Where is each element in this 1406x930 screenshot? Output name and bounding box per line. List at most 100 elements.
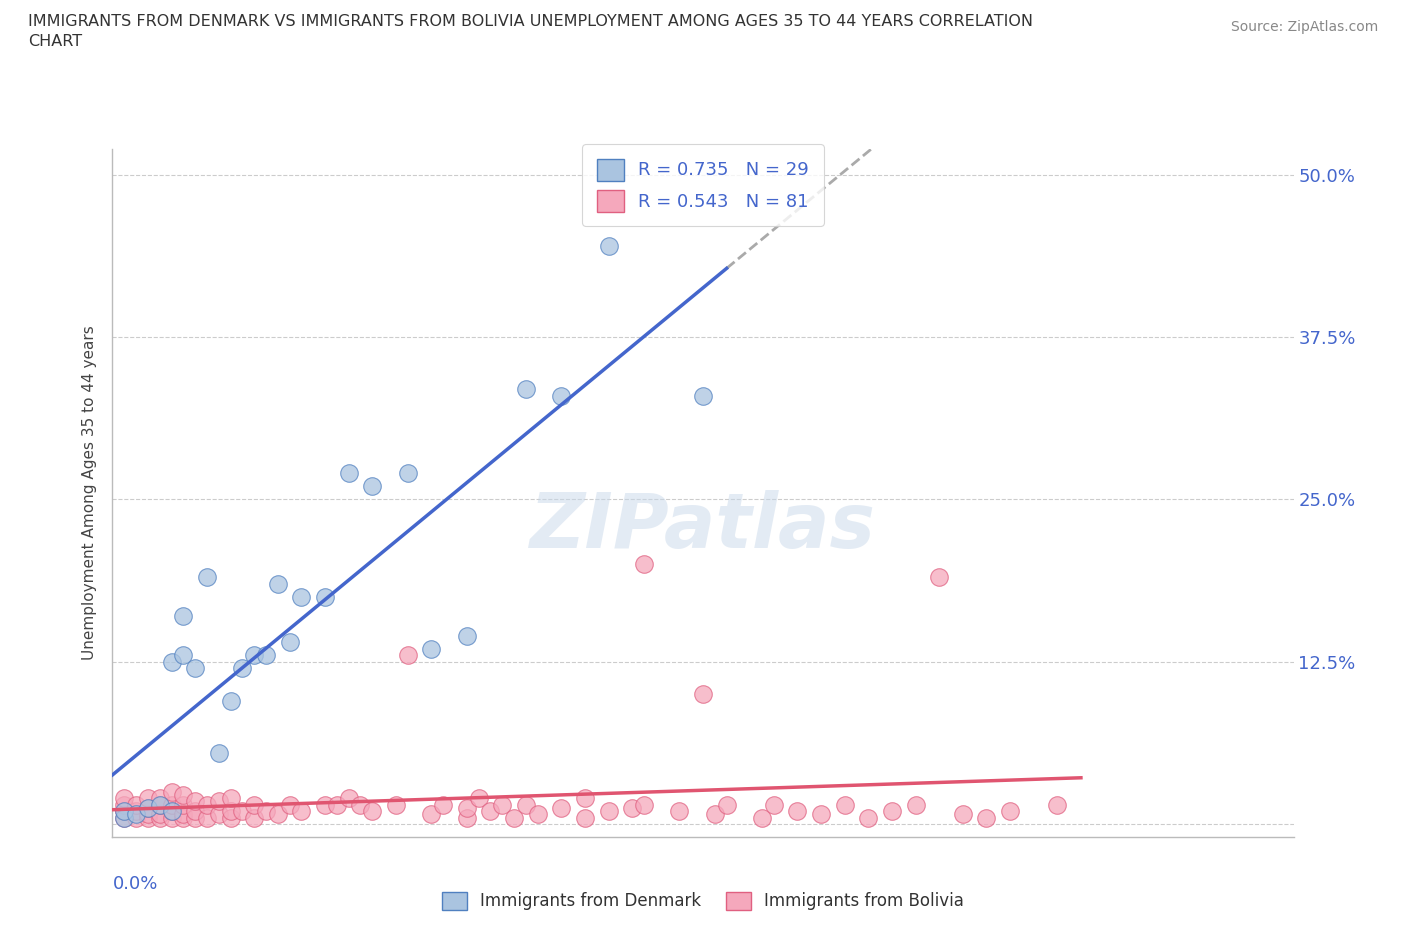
Point — [160, 810, 183, 825]
Point — [467, 790, 489, 805]
Y-axis label: Unemployment Among Ages 35 to 44 years: Unemployment Among Ages 35 to 44 years — [82, 326, 97, 660]
Point — [998, 804, 1021, 818]
Point — [598, 804, 620, 818]
Point — [219, 693, 242, 708]
Point — [208, 745, 231, 760]
Text: ZIPatlas: ZIPatlas — [530, 490, 876, 565]
Point — [858, 810, 880, 825]
Point — [621, 801, 644, 816]
Point — [112, 790, 135, 805]
Point — [267, 577, 290, 591]
Point — [574, 810, 596, 825]
Point — [172, 609, 194, 624]
Point — [692, 388, 714, 403]
Point — [928, 570, 950, 585]
Point — [195, 810, 218, 825]
Point — [290, 804, 312, 818]
Point — [219, 810, 242, 825]
Point — [420, 642, 443, 657]
Point — [396, 648, 419, 663]
Point — [231, 660, 253, 675]
Point — [385, 797, 408, 812]
Point — [136, 801, 159, 816]
Point — [149, 810, 172, 825]
Point — [172, 648, 194, 663]
Point — [337, 466, 360, 481]
Point — [278, 797, 301, 812]
Point — [574, 790, 596, 805]
Text: CHART: CHART — [28, 34, 82, 49]
Point — [149, 806, 172, 821]
Point — [160, 797, 183, 812]
Point — [456, 810, 478, 825]
Point — [136, 801, 159, 816]
Point — [184, 793, 207, 808]
Point — [112, 804, 135, 818]
Point — [112, 810, 135, 825]
Point — [267, 806, 290, 821]
Point — [219, 804, 242, 818]
Point — [243, 810, 266, 825]
Point — [136, 790, 159, 805]
Point — [125, 797, 148, 812]
Point — [834, 797, 856, 812]
Point — [976, 810, 998, 825]
Text: 0.0%: 0.0% — [112, 875, 157, 893]
Point — [633, 797, 655, 812]
Point — [172, 788, 194, 803]
Point — [880, 804, 903, 818]
Point — [420, 806, 443, 821]
Point — [479, 804, 502, 818]
Point — [314, 590, 336, 604]
Point — [184, 804, 207, 818]
Point — [361, 479, 384, 494]
Point — [598, 239, 620, 254]
Point — [160, 784, 183, 799]
Point — [751, 810, 773, 825]
Point — [208, 793, 231, 808]
Point — [692, 686, 714, 701]
Point — [633, 557, 655, 572]
Point — [396, 466, 419, 481]
Point — [172, 810, 194, 825]
Point — [361, 804, 384, 818]
Point — [503, 810, 526, 825]
Point — [314, 797, 336, 812]
Point — [456, 629, 478, 644]
Point — [703, 806, 725, 821]
Point — [762, 797, 785, 812]
Point — [515, 797, 537, 812]
Point — [952, 806, 974, 821]
Point — [810, 806, 832, 821]
Point — [254, 648, 277, 663]
Text: Source: ZipAtlas.com: Source: ZipAtlas.com — [1230, 20, 1378, 34]
Point — [290, 590, 312, 604]
Point — [149, 790, 172, 805]
Point — [125, 804, 148, 818]
Point — [160, 804, 183, 818]
Point — [526, 806, 548, 821]
Point — [243, 648, 266, 663]
Point — [149, 797, 172, 812]
Point — [112, 797, 135, 812]
Point — [550, 388, 572, 403]
Point — [195, 797, 218, 812]
Point — [326, 797, 349, 812]
Legend: Immigrants from Denmark, Immigrants from Bolivia: Immigrants from Denmark, Immigrants from… — [434, 885, 972, 917]
Point — [112, 810, 135, 825]
Point — [432, 797, 454, 812]
Point — [136, 810, 159, 825]
Point — [172, 797, 194, 812]
Point — [172, 806, 194, 821]
Text: IMMIGRANTS FROM DENMARK VS IMMIGRANTS FROM BOLIVIA UNEMPLOYMENT AMONG AGES 35 TO: IMMIGRANTS FROM DENMARK VS IMMIGRANTS FR… — [28, 14, 1033, 29]
Point — [668, 804, 690, 818]
Point — [491, 797, 513, 812]
Point — [550, 801, 572, 816]
Point — [184, 660, 207, 675]
Point — [349, 797, 371, 812]
Point — [208, 806, 231, 821]
Point — [337, 790, 360, 805]
Point — [786, 804, 808, 818]
Point — [125, 806, 148, 821]
Point — [160, 655, 183, 670]
